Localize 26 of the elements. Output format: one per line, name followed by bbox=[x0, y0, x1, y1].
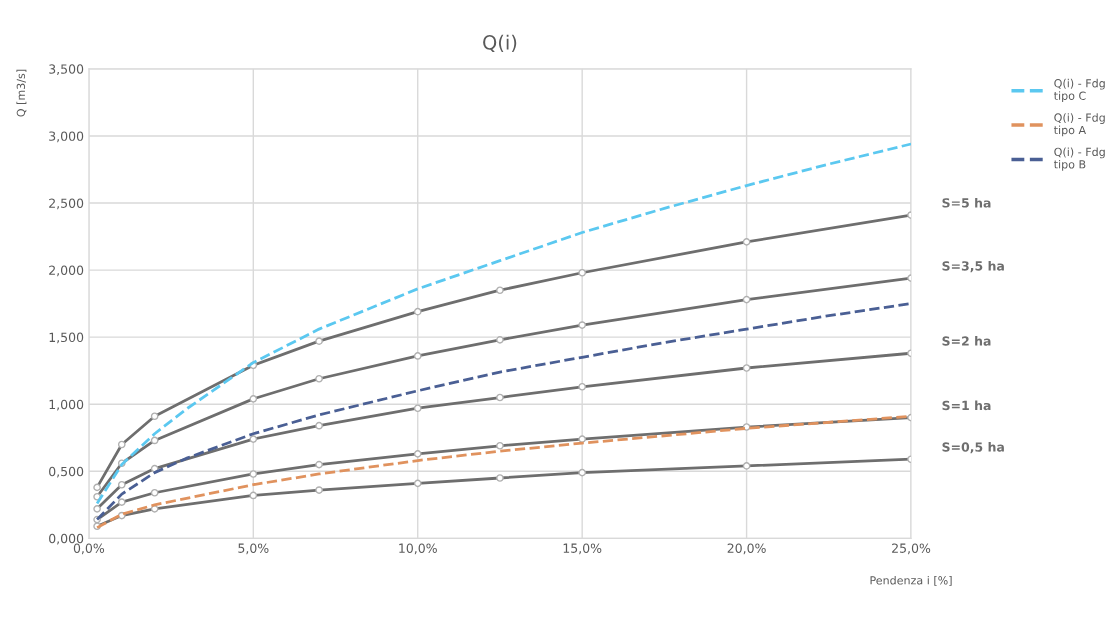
line-series bbox=[95, 302, 912, 521]
y-tick-label: 3,500 bbox=[49, 64, 84, 76]
y-tick-label: 2,500 bbox=[49, 198, 84, 210]
y-tick-label: 0,500 bbox=[49, 466, 84, 478]
text: S=2 ha bbox=[942, 336, 991, 346]
y-tick-label: 2,000 bbox=[49, 265, 84, 277]
x-tick-label: 0,0% bbox=[73, 543, 105, 555]
y-tick-label: 1,000 bbox=[49, 399, 84, 411]
x-tick-label: 25,0% bbox=[892, 543, 931, 555]
text: S=5 ha bbox=[942, 197, 991, 208]
text: S=1 ha bbox=[942, 400, 991, 411]
legend-label: Q(i) - Fdg tipo A bbox=[1053, 113, 1105, 137]
y-tick-label: 0,000 bbox=[49, 533, 84, 545]
x-tick-label: 15,0% bbox=[563, 543, 602, 555]
y-tick-label: 3,000 bbox=[49, 131, 84, 143]
y-axis-title: Q [m3/s] bbox=[16, 69, 27, 117]
x-tick-label: 20,0% bbox=[727, 543, 766, 555]
chart-title: Q(i) bbox=[483, 34, 517, 52]
x-axis-title: Pendenza i [%] bbox=[870, 575, 952, 586]
legend-label: Q(i) - Fdg tipo C bbox=[1053, 78, 1105, 103]
legend-label: Q(i) - Fdg tipo B bbox=[1053, 147, 1105, 171]
text: S=0,5 ha bbox=[942, 442, 1004, 454]
x-tick-label: 5,0% bbox=[238, 543, 269, 555]
x-tick-label: 10,0% bbox=[399, 543, 437, 555]
y-tick-label: 1,500 bbox=[49, 332, 84, 344]
text: S=3,5 ha bbox=[942, 260, 1004, 273]
